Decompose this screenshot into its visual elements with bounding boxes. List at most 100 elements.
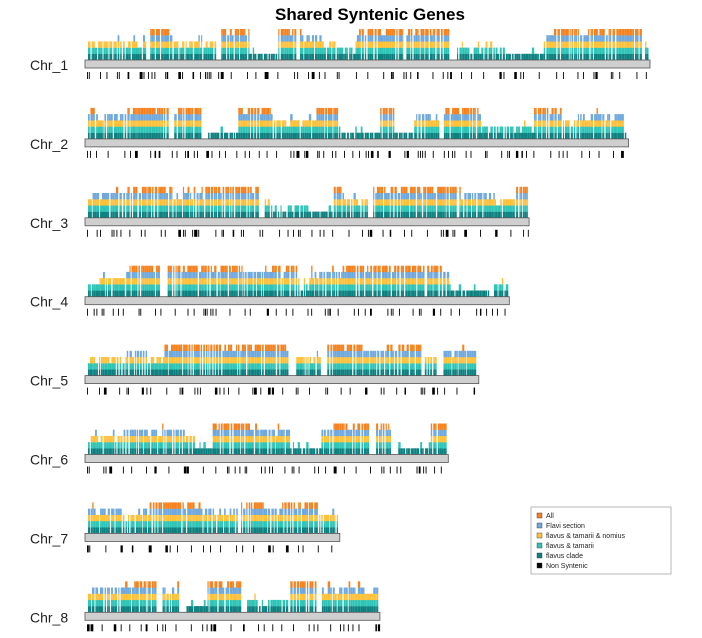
gene-segment [111, 435, 113, 443]
gene-segment [163, 186, 166, 194]
gene-segment [158, 35, 160, 42]
gene-segment [380, 126, 382, 133]
gene-segment [259, 53, 261, 61]
non-syntenic-tick [355, 466, 357, 474]
gene-segment [164, 363, 166, 370]
gene-segment [94, 205, 97, 212]
gene-segment [123, 435, 126, 443]
chromosome-label: Chr_4 [30, 294, 68, 310]
gene-segment [245, 442, 248, 449]
gene-segment [268, 53, 271, 61]
gene-segment [575, 53, 577, 61]
gene-segment [472, 126, 475, 133]
gene-segment [369, 41, 372, 48]
gene-segment [132, 120, 136, 127]
gene-segment [102, 363, 105, 370]
gene-segment [345, 429, 348, 437]
gene-segment [176, 193, 179, 200]
gene-segment [247, 199, 250, 206]
gene-segment [320, 114, 323, 121]
gene-segment [158, 47, 160, 54]
gene-segment [358, 363, 361, 370]
non-syntenic-tick [359, 150, 361, 158]
gene-segment [100, 435, 103, 443]
gene-segment [389, 41, 392, 48]
non-syntenic-tick [404, 229, 405, 237]
gene-segment [474, 199, 477, 206]
gene-segment [414, 448, 417, 455]
gene-segment [499, 132, 502, 140]
gene-segment [395, 132, 398, 140]
gene-segment [474, 205, 477, 212]
non-syntenic-tick [185, 150, 187, 158]
gene-segment [376, 211, 379, 218]
gene-segment [417, 284, 420, 291]
gene-segment [449, 199, 452, 206]
gene-segment [309, 47, 312, 54]
gene-segment [277, 357, 280, 364]
gene-segment [148, 278, 151, 285]
gene-segment [247, 120, 249, 127]
non-syntenic-tick [416, 466, 418, 474]
non-syntenic-tick [450, 308, 452, 316]
gene-segment [580, 120, 582, 127]
gene-segment [490, 205, 492, 212]
gene-segment [414, 132, 417, 140]
gene-segment [151, 435, 154, 443]
gene-segment [288, 442, 291, 449]
gene-segment [136, 363, 140, 370]
gene-segment [429, 284, 431, 291]
gene-segment [204, 265, 207, 273]
gene-segment [224, 350, 227, 358]
gene-segment [164, 344, 166, 351]
non-syntenic-tick [461, 72, 462, 79]
gene-segment [253, 278, 257, 285]
gene-segment [402, 205, 404, 212]
gene-segment [255, 186, 257, 194]
non-syntenic-tick [147, 72, 149, 79]
gene-segment [358, 357, 361, 364]
gene-segment [227, 205, 230, 212]
gene-segment [488, 47, 491, 54]
gene-segment [188, 290, 192, 297]
gene-segment [445, 126, 448, 133]
gene-segment [344, 363, 347, 370]
gene-segment [207, 205, 211, 212]
non-syntenic-tick [509, 150, 510, 158]
gene-segment [227, 357, 230, 364]
gene-segment [249, 435, 253, 443]
gene-segment [446, 211, 449, 218]
gene-segment [385, 211, 388, 218]
gene-segment [217, 193, 221, 200]
non-syntenic-ticks [87, 466, 442, 474]
gene-segment [444, 186, 446, 194]
gene-segment [173, 265, 175, 273]
gene-segment [394, 132, 396, 140]
gene-segment [90, 508, 93, 515]
gene-segment [151, 53, 154, 61]
gene-segment [423, 186, 425, 194]
gene-segment [473, 199, 475, 206]
gene-segment [151, 271, 154, 279]
gene-segment [218, 435, 220, 443]
gene-segment [140, 429, 143, 437]
gene-segment [113, 369, 116, 376]
gene-segment [546, 114, 549, 121]
gene-segment [431, 199, 434, 206]
gene-segment [516, 199, 519, 206]
gene-segment [447, 35, 450, 42]
gene-segment [374, 29, 377, 36]
gene-segment [601, 53, 604, 61]
gene-segment [433, 423, 436, 430]
gene-segment [356, 271, 359, 279]
gene-segment [216, 442, 219, 449]
gene-segment [158, 132, 161, 140]
gene-segment [282, 126, 285, 133]
gene-segment [301, 41, 304, 48]
gene-segment [463, 107, 466, 115]
gene-segment [113, 126, 116, 133]
gene-segment [136, 357, 140, 364]
gene-segment [253, 271, 257, 279]
gene-segment [236, 423, 238, 430]
gene-segment [474, 120, 476, 127]
